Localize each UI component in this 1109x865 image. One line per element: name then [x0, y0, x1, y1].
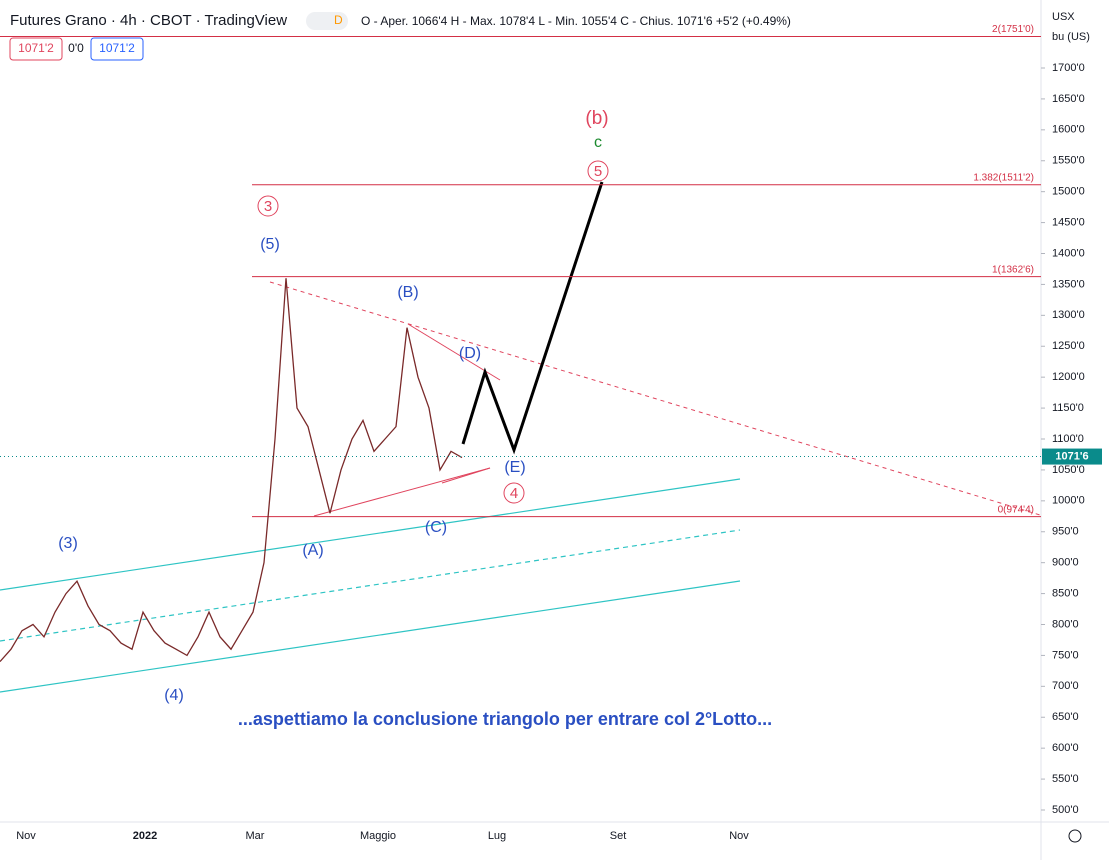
box[interactable]	[9, 37, 63, 61]
settings-icon[interactable]	[1068, 829, 1082, 843]
channel-mid	[0, 529, 741, 642]
y-tick-label: 800'0	[1052, 618, 1079, 630]
y-tick-label: 1150'0	[1052, 402, 1084, 414]
box[interactable]	[90, 37, 144, 61]
y-tick-label: 1500'0	[1052, 186, 1085, 198]
wave: (C)	[425, 519, 447, 536]
x-tick-label: Maggio	[360, 830, 396, 842]
y-tick-label: 650'0	[1052, 711, 1079, 723]
y-tick-label: 600'0	[1052, 742, 1079, 754]
y-tick-label: 1100'0	[1052, 433, 1084, 445]
trend-line	[313, 467, 491, 517]
wave: 5	[594, 163, 602, 180]
y-tick-label: 1550'0	[1052, 155, 1085, 167]
x-tick-label: Nov	[729, 830, 749, 842]
y-tick-label: 550'0	[1052, 773, 1079, 785]
wave-circle	[587, 160, 609, 182]
y-tick-label: 900'0	[1052, 557, 1079, 569]
x-tick-label: Set	[610, 830, 627, 842]
trend-line	[269, 281, 1041, 516]
badge: D	[334, 13, 343, 27]
x-tick-label: Mar	[246, 830, 265, 842]
y-tick-label: 1300'0	[1052, 309, 1085, 321]
y-tick-label: 1350'0	[1052, 278, 1085, 290]
channel-line	[0, 478, 741, 591]
fib-label: 1(1362'6)	[992, 264, 1034, 275]
x-tick-label: 2022	[133, 830, 157, 842]
last-price: 1071'6	[1055, 450, 1088, 462]
wave-circle	[257, 195, 279, 217]
x-tick-label: Nov	[16, 830, 36, 842]
badge-bg	[306, 12, 348, 30]
y-tick-label: 1450'0	[1052, 216, 1085, 228]
y-tick-label: 1400'0	[1052, 247, 1085, 259]
box-text: 1071'2	[18, 41, 54, 55]
wave-circle	[503, 482, 525, 504]
unit: USX	[1052, 11, 1075, 23]
y-tick-label: 1700'0	[1052, 62, 1085, 74]
projection	[461, 181, 604, 455]
y-tick-label: 1000'0	[1052, 495, 1085, 507]
channel-line	[0, 580, 741, 693]
wave: (5)	[260, 236, 280, 253]
caption: ...aspettiamo la conclusione triangolo p…	[238, 709, 772, 729]
wave: (3)	[58, 535, 78, 552]
wave: c	[594, 134, 602, 151]
y-tick-label: 500'0	[1052, 804, 1079, 816]
y-tick-label: 1050'0	[1052, 464, 1085, 476]
price-line	[0, 278, 463, 663]
fib-label: 0(974'4)	[998, 504, 1034, 515]
fib-label: 1.382(1511'2)	[973, 172, 1034, 183]
y-tick-label: 1250'0	[1052, 340, 1085, 352]
trend-line	[441, 467, 491, 484]
y-tick-label: 700'0	[1052, 680, 1079, 692]
wave: (4)	[164, 687, 184, 704]
wave: (A)	[302, 542, 323, 559]
box-text: 1071'2	[99, 41, 135, 55]
wave: (E)	[504, 459, 525, 476]
wave: 3	[264, 198, 272, 215]
subunit: bu (US)	[1052, 31, 1090, 43]
x-tick-label: Lug	[488, 830, 506, 842]
wave: (b)	[585, 108, 608, 129]
ohlc: O - Aper. 1066'4 H - Max. 1078'4 L - Min…	[361, 14, 791, 28]
wave: 4	[510, 485, 518, 502]
last-price-box	[1042, 448, 1102, 465]
title: Futures Grano · 4h · CBOT · TradingView	[10, 12, 287, 29]
y-tick-label: 850'0	[1052, 587, 1079, 599]
fib-label: 2(1751'0)	[992, 24, 1034, 35]
box-text: 0'0	[68, 41, 84, 55]
y-tick-label: 1200'0	[1052, 371, 1085, 383]
wave: (D)	[459, 345, 481, 362]
y-tick-label: 1650'0	[1052, 93, 1085, 105]
y-tick-label: 1600'0	[1052, 124, 1085, 136]
y-tick-label: 750'0	[1052, 649, 1079, 661]
wave: (B)	[397, 284, 418, 301]
y-tick-label: 950'0	[1052, 526, 1079, 538]
